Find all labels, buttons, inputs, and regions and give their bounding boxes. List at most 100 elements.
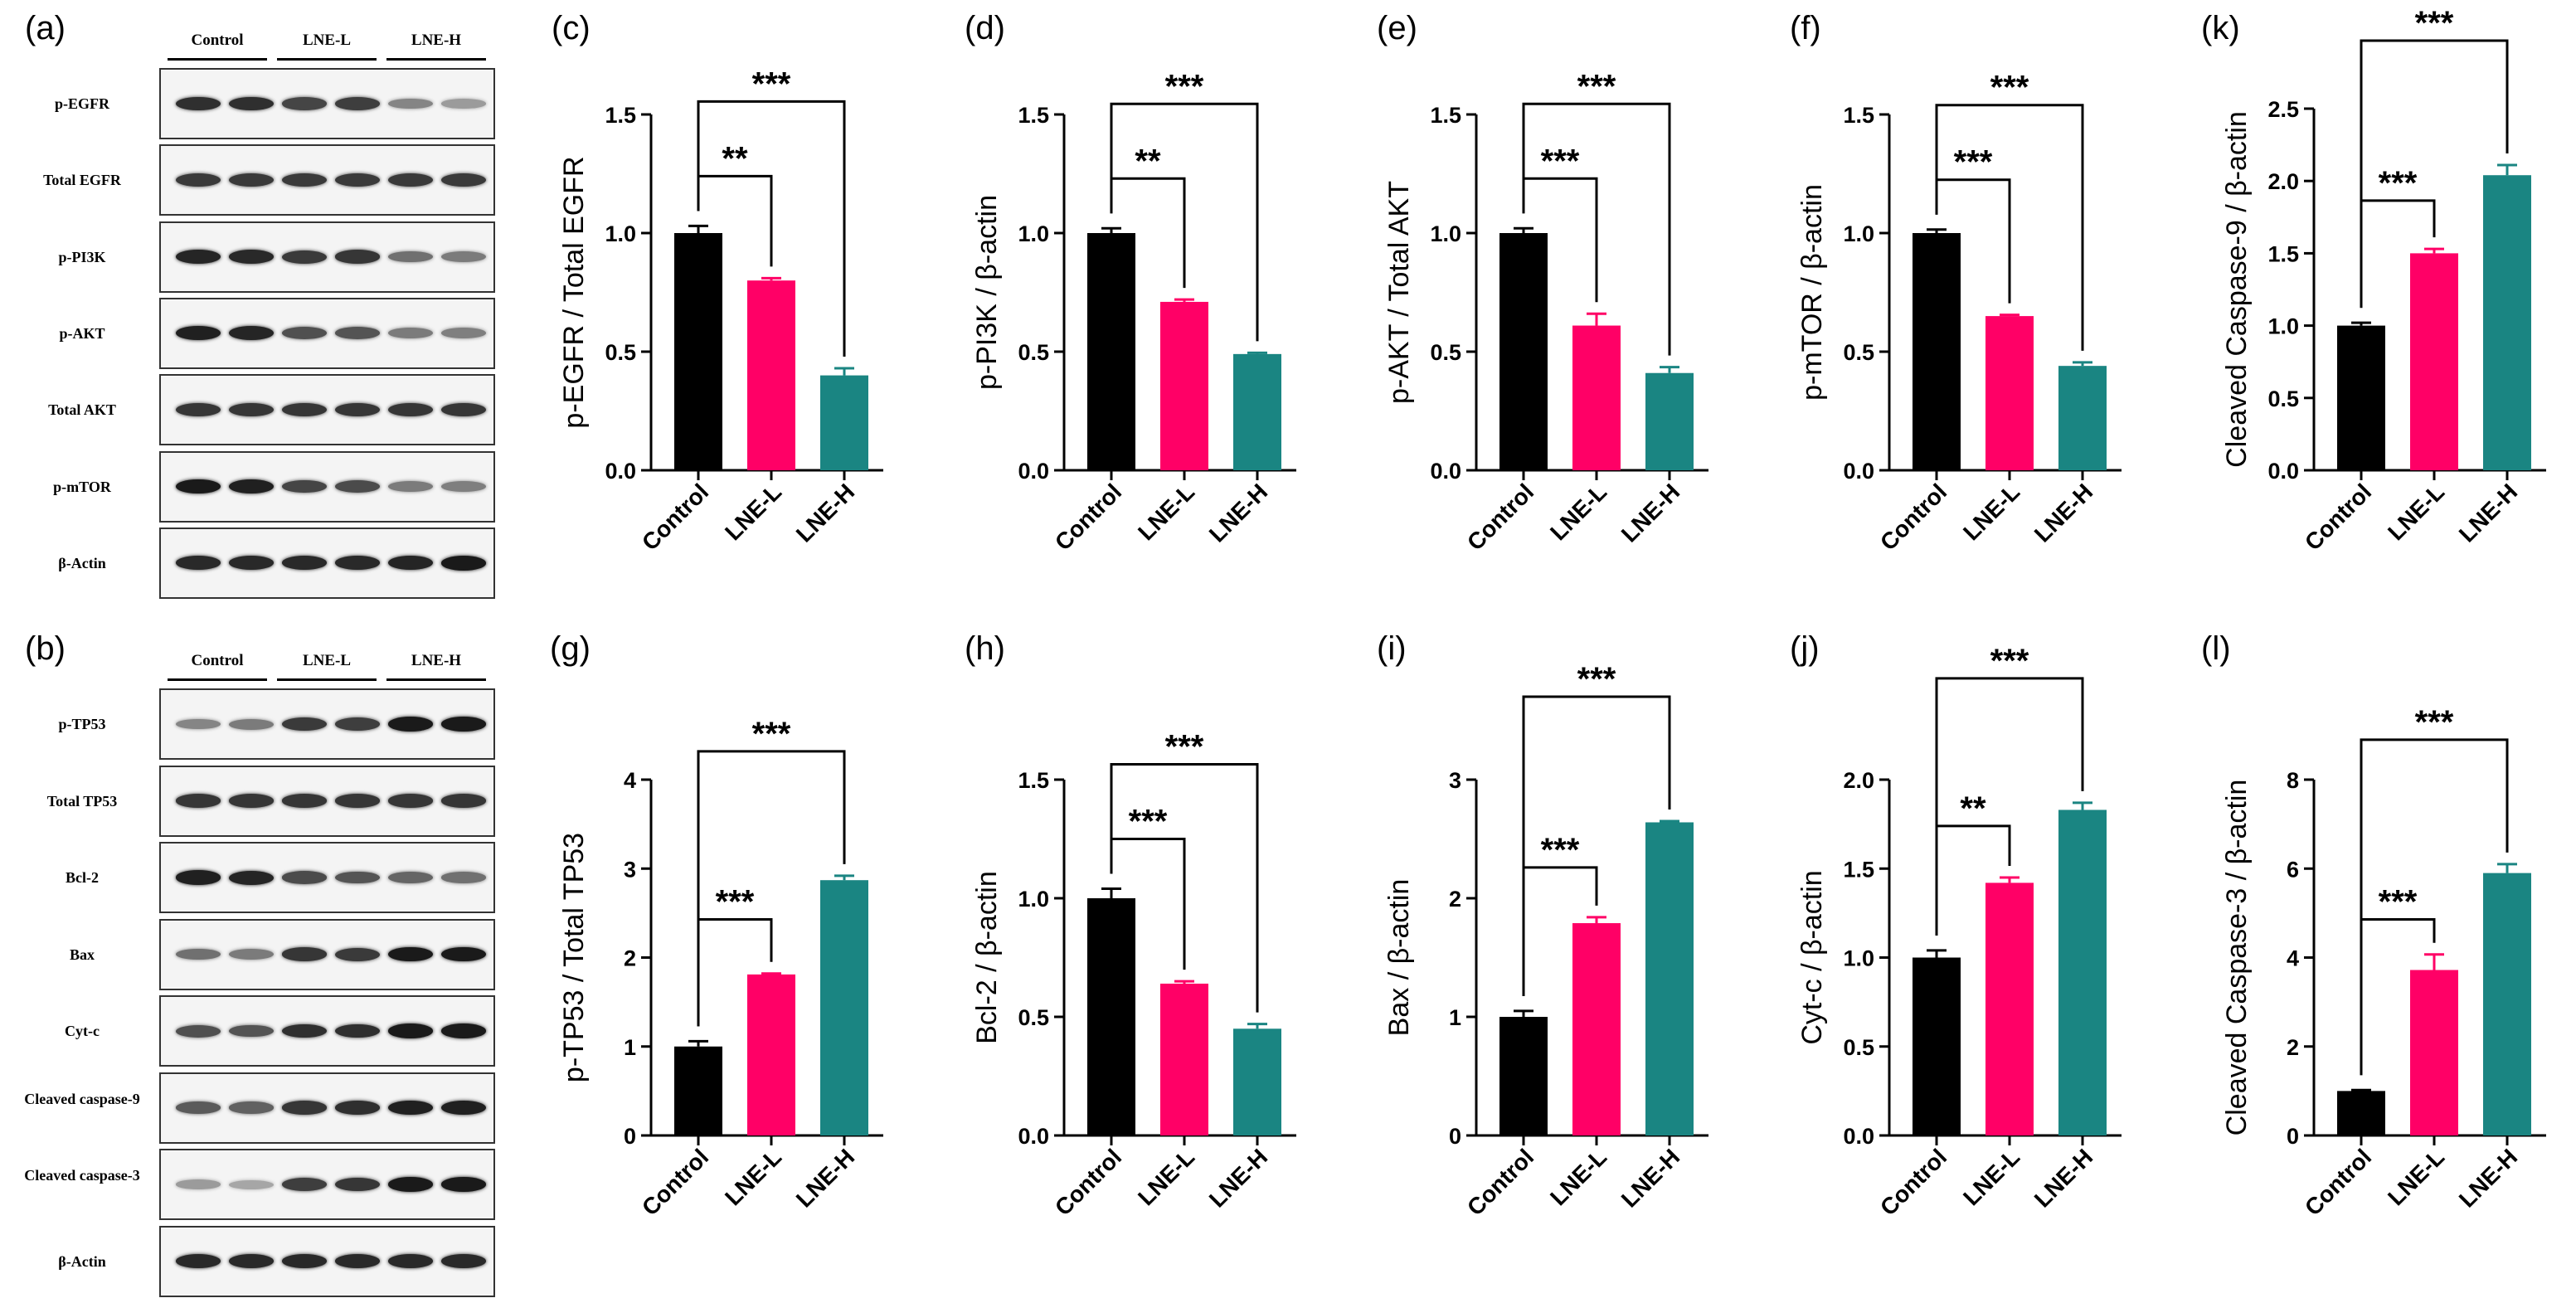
bar-lne-h xyxy=(2058,366,2107,470)
blot-band xyxy=(441,1023,486,1038)
blot-band xyxy=(229,556,274,571)
bar-control xyxy=(1087,233,1135,470)
blot-band xyxy=(388,556,433,571)
blot-band xyxy=(282,794,327,808)
blot-band xyxy=(388,481,433,492)
panel-letter-h: (h) xyxy=(965,630,1005,667)
x-tick-label: Control xyxy=(1050,479,1126,555)
significance-label: *** xyxy=(1990,643,2029,679)
blot-row-label: Cleaved caspase-3 xyxy=(24,1167,140,1184)
blot-band xyxy=(441,1177,486,1192)
blot-row-strip xyxy=(159,995,495,1067)
x-tick-label: LNE-L xyxy=(1545,1144,1611,1210)
significance-bracket xyxy=(1522,102,1671,356)
significance-label: *** xyxy=(1954,144,1993,181)
blot-row-strip xyxy=(159,1225,495,1297)
x-tick-label: Control xyxy=(1050,1144,1126,1220)
blot-band xyxy=(229,1101,274,1114)
blot-row-strip xyxy=(159,765,495,837)
panel-letter-d: (d) xyxy=(965,10,1005,46)
blot-band xyxy=(335,1023,380,1038)
blot-row-strip xyxy=(159,842,495,913)
x-tick-label: LNE-H xyxy=(1616,1144,1684,1212)
blot-band xyxy=(282,327,327,340)
x-tick-label: LNE-L xyxy=(2383,1144,2449,1210)
blot-band xyxy=(388,717,433,732)
blot-band xyxy=(441,1100,486,1116)
y-tick-label: 2 xyxy=(1449,887,1461,912)
blot-band xyxy=(229,718,274,730)
y-tick-label: 0.0 xyxy=(1430,459,1461,484)
significance-bracket xyxy=(697,100,846,357)
significance-label: *** xyxy=(1165,68,1204,105)
blot-row-label: β-Actin xyxy=(58,554,106,571)
panel-letter-a: (a) xyxy=(25,10,66,46)
blot-row-strip xyxy=(159,1149,495,1220)
blot-row-strip xyxy=(159,297,495,369)
bar-control xyxy=(674,1046,722,1135)
x-tick-label: LNE-L xyxy=(1133,479,1199,545)
y-tick-label: 0 xyxy=(624,1124,636,1149)
blot-band xyxy=(176,556,221,571)
panel-letter-f: (f) xyxy=(1790,10,1821,46)
blot-band xyxy=(229,794,274,808)
blot-band xyxy=(229,479,274,494)
blot-band xyxy=(176,1179,221,1189)
blot-band xyxy=(176,794,221,808)
blot-band xyxy=(441,403,486,417)
bar-lne-h xyxy=(2058,810,2107,1135)
blot-band xyxy=(229,949,274,960)
y-tick-label: 1.0 xyxy=(1018,887,1049,912)
blot-band xyxy=(441,99,486,109)
bar-lne-l xyxy=(747,280,795,470)
y-tick-label: 1 xyxy=(624,1035,636,1060)
x-tick-label: LNE-H xyxy=(2454,1144,2522,1212)
y-tick-label: 4 xyxy=(624,768,636,793)
bar-control xyxy=(1913,957,1961,1135)
y-axis-title: p-mTOR / β-actin xyxy=(1796,184,1828,401)
blot-row-label: Cleaved caspase-9 xyxy=(24,1090,140,1107)
y-tick-label: 1.0 xyxy=(2267,314,2299,339)
blot-band xyxy=(176,718,221,730)
significance-label: *** xyxy=(1541,143,1580,179)
significance-label: *** xyxy=(716,883,755,920)
blot-band xyxy=(282,1254,327,1268)
western-blot-panel-b: Control LNE-L LNE-H p-TP53 Total TP53 Bcl-2 Ba… xyxy=(12,652,495,1299)
bar-lne-l xyxy=(1985,882,2034,1135)
significance-label: *** xyxy=(2415,5,2454,41)
y-tick-label: 1.0 xyxy=(1430,221,1461,246)
blot-band xyxy=(388,946,433,962)
blot-band xyxy=(441,251,486,263)
panel-letter-g: (g) xyxy=(550,630,591,667)
y-tick-label: 2.0 xyxy=(2267,169,2299,194)
bar-control xyxy=(674,233,722,470)
bar-control xyxy=(1087,898,1135,1135)
y-axis-title: p-TP53 / Total TP53 xyxy=(558,833,590,1082)
y-tick-label: 1.5 xyxy=(605,103,636,128)
blot-row-label: p-AKT xyxy=(59,324,105,342)
y-axis-title: Bax / β-actin xyxy=(1383,879,1415,1037)
y-tick-label: 0.5 xyxy=(1843,1035,1874,1060)
bar-lne-l xyxy=(1572,923,1621,1135)
y-tick-label: 0.0 xyxy=(605,459,636,484)
blot-band xyxy=(335,947,380,961)
x-tick-label: LNE-L xyxy=(1958,1144,2024,1210)
bar-control xyxy=(2337,1091,2385,1135)
y-tick-label: 0.5 xyxy=(1018,340,1049,365)
blot-band xyxy=(229,1024,274,1038)
blot-band xyxy=(282,1101,327,1115)
bar-lne-l xyxy=(2410,253,2458,470)
blot-band xyxy=(282,1178,327,1191)
blot-band xyxy=(229,870,274,885)
panel-letter-i: (i) xyxy=(1377,630,1407,667)
blot-band xyxy=(388,1254,433,1268)
blot-band xyxy=(282,173,327,187)
blot-group-label-lne-h: LNE-H xyxy=(411,32,462,49)
blot-band xyxy=(282,556,327,571)
blot-band xyxy=(441,794,486,808)
significance-label: *** xyxy=(1541,832,1580,868)
panel-letter-c: (c) xyxy=(552,10,591,46)
blot-band xyxy=(335,403,380,417)
